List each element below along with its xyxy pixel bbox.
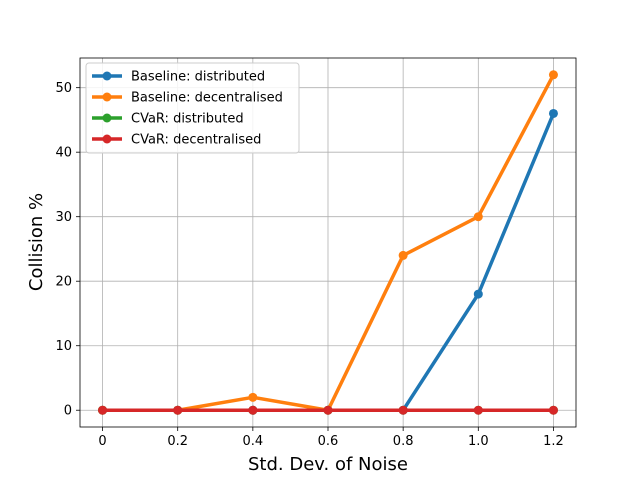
y-tick-label: 10: [55, 339, 72, 354]
legend-label: CVaR: distributed: [131, 112, 244, 127]
legend-label: Baseline: decentralised: [131, 91, 283, 106]
data-point: [473, 405, 483, 415]
legend-swatch-marker: [102, 71, 112, 81]
data-point: [473, 212, 483, 222]
legend-swatch-marker: [102, 113, 112, 123]
x-tick-label: 0.2: [167, 434, 188, 449]
legend-box: [85, 62, 300, 154]
x-tick-label: 1.0: [468, 434, 489, 449]
data-point: [398, 250, 408, 260]
x-tick-label: 1.2: [543, 434, 564, 449]
y-tick-label: 50: [55, 81, 72, 96]
data-point: [398, 405, 408, 415]
legend-item: CVaR: distributed: [92, 112, 244, 127]
data-point: [548, 405, 558, 415]
legend: Baseline: distributed Baseline: decentral…: [85, 62, 300, 154]
data-point: [248, 405, 258, 415]
legend-item: Baseline: decentralised: [92, 91, 283, 106]
legend-item: Baseline: distributed: [92, 70, 265, 85]
data-point: [323, 405, 333, 415]
y-tick-label: 20: [55, 275, 72, 290]
data-point: [248, 392, 258, 402]
data-point: [548, 70, 558, 80]
x-tick-label: 0: [98, 434, 106, 449]
series-layer: [98, 70, 558, 415]
x-tick-label: 0.4: [243, 434, 264, 449]
data-point: [98, 405, 108, 415]
data-point: [173, 405, 183, 415]
y-axis: 0 10 20 30 40 50: [55, 81, 80, 419]
y-axis-label: Collision %: [26, 193, 47, 291]
y-tick-label: 40: [55, 146, 72, 161]
legend-label: Baseline: distributed: [131, 70, 265, 85]
y-tick-label: 0: [64, 404, 72, 419]
x-axis-label: Std. Dev. of Noise: [248, 454, 408, 475]
data-point: [548, 108, 558, 118]
legend-swatch-marker: [102, 92, 112, 102]
legend-swatch-marker: [102, 134, 112, 144]
x-tick-label: 0.8: [393, 434, 414, 449]
x-tick-label: 0.6: [318, 434, 339, 449]
series-cvar-decentralised: [98, 405, 558, 415]
data-point: [473, 289, 483, 299]
y-tick-label: 30: [55, 210, 72, 225]
legend-label: CVaR: decentralised: [131, 133, 261, 148]
legend-item: CVaR: decentralised: [92, 133, 261, 148]
x-axis: 0 0.2 0.4 0.6 0.8 1.0 1.2: [98, 427, 564, 449]
